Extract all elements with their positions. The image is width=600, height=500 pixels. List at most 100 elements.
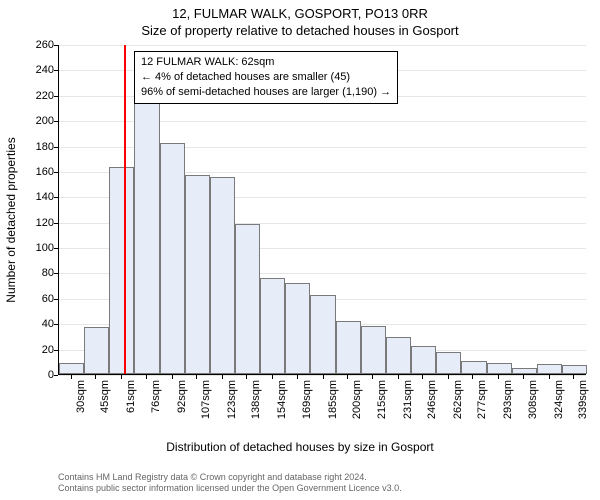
histogram-bar [436,352,461,374]
y-tick-mark [54,172,58,173]
histogram-bar [260,278,285,374]
x-tick-label: 30sqm [75,380,87,413]
x-tick-mark [472,375,473,379]
x-tick-mark [372,375,373,379]
x-tick-mark [448,375,449,379]
histogram-bar [285,283,310,374]
x-axis-label: Distribution of detached houses by size … [0,440,600,454]
x-tick-mark [523,375,524,379]
x-tick-mark [172,375,173,379]
histogram-bar [84,327,109,374]
x-tick-label: 45sqm [99,380,111,413]
x-tick-mark [347,375,348,379]
footer-line1: Contains HM Land Registry data © Crown c… [58,472,590,483]
y-tick-mark [54,375,58,376]
x-tick-label: 154sqm [276,380,288,419]
x-tick-label: 138sqm [250,380,262,419]
y-tick-mark [54,248,58,249]
x-tick-label: 246sqm [426,380,438,419]
annotation-box: 12 FULMAR WALK: 62sqm← 4% of detached ho… [134,51,398,104]
x-tick-label: 185sqm [327,380,339,419]
y-tick-label: 40 [14,318,54,330]
x-tick-mark [422,375,423,379]
y-tick-label: 20 [14,344,54,356]
x-tick-mark [222,375,223,379]
y-tick-mark [54,121,58,122]
histogram-bar [461,361,486,374]
histogram-bar [386,337,411,374]
annotation-line: 12 FULMAR WALK: 62sqm [141,55,391,70]
y-tick-label: 200 [14,115,54,127]
y-tick-mark [54,350,58,351]
gridline [59,45,586,46]
y-tick-label: 220 [14,90,54,102]
histogram-bar [109,167,134,374]
x-tick-label: 215sqm [376,380,388,419]
histogram-bar [185,175,210,374]
x-tick-label: 107sqm [200,380,212,419]
x-tick-mark [71,375,72,379]
histogram-bar [235,224,260,374]
x-tick-label: 231sqm [402,380,414,419]
y-tick-mark [54,70,58,71]
x-tick-label: 262sqm [452,380,464,419]
title-address: 12, FULMAR WALK, GOSPORT, PO13 0RR [0,6,600,21]
x-tick-label: 200sqm [351,380,363,419]
x-tick-label: 123sqm [226,380,238,419]
y-tick-label: 100 [14,242,54,254]
title-subtitle: Size of property relative to detached ho… [0,23,600,38]
histogram-bar [210,177,235,374]
histogram-bar [160,143,185,374]
x-tick-label: 308sqm [527,380,539,419]
x-tick-mark [246,375,247,379]
histogram-bar [537,364,562,374]
plot-area: 12 FULMAR WALK: 62sqm← 4% of detached ho… [58,45,586,375]
histogram-bar [59,363,84,374]
x-tick-label: 76sqm [150,380,162,413]
x-tick-mark [297,375,298,379]
x-tick-mark [323,375,324,379]
annotation-line: 96% of semi-detached houses are larger (… [141,85,391,100]
y-tick-label: 0 [14,369,54,381]
y-tick-mark [54,324,58,325]
x-tick-mark [121,375,122,379]
x-tick-label: 277sqm [476,380,488,419]
x-tick-mark [196,375,197,379]
y-tick-label: 160 [14,166,54,178]
annotation-line: ← 4% of detached houses are smaller (45) [141,70,391,85]
y-tick-label: 60 [14,293,54,305]
x-tick-mark [272,375,273,379]
footer-line2: Contains public sector information licen… [58,483,590,494]
footer-attribution: Contains HM Land Registry data © Crown c… [58,472,590,495]
histogram-bar [336,321,361,374]
x-tick-mark [146,375,147,379]
y-tick-mark [54,299,58,300]
y-tick-label: 140 [14,191,54,203]
x-tick-label: 324sqm [553,380,565,419]
histogram-bar [562,365,587,374]
y-tick-mark [54,96,58,97]
x-tick-mark [498,375,499,379]
histogram-bar [134,97,159,374]
y-tick-label: 120 [14,217,54,229]
x-tick-mark [549,375,550,379]
y-tick-mark [54,223,58,224]
x-tick-label: 169sqm [301,380,313,419]
x-tick-mark [398,375,399,379]
chart-container: 12, FULMAR WALK, GOSPORT, PO13 0RR Size … [0,0,600,500]
y-tick-label: 260 [14,39,54,51]
histogram-bar [487,363,512,374]
y-tick-mark [54,197,58,198]
y-tick-label: 180 [14,141,54,153]
histogram-bar [411,346,436,374]
x-tick-mark [95,375,96,379]
x-tick-label: 61sqm [125,380,137,413]
y-tick-label: 240 [14,64,54,76]
y-tick-mark [54,45,58,46]
x-tick-mark [573,375,574,379]
x-tick-label: 293sqm [502,380,514,419]
property-marker-line [124,45,126,374]
histogram-bar [310,295,335,374]
y-tick-mark [54,147,58,148]
histogram-bar [361,326,386,374]
